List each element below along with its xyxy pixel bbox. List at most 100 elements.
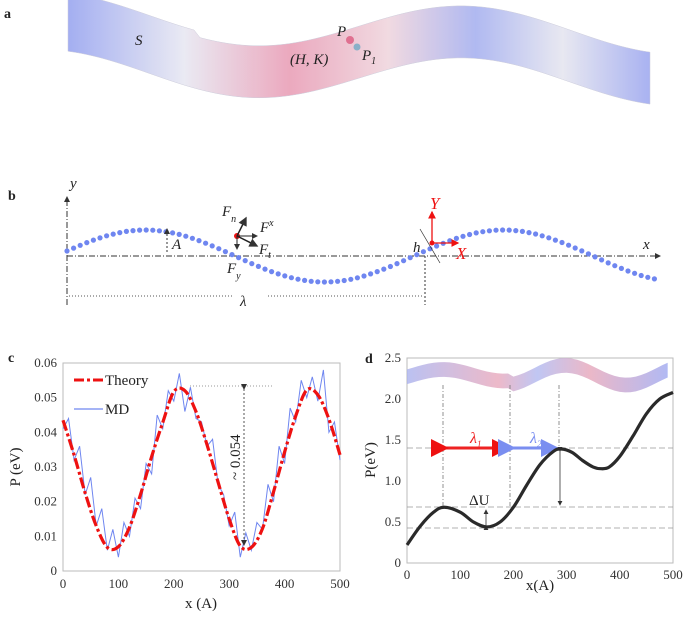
height-marker [419,228,441,264]
atom-dot [229,252,235,258]
x-tick-label: 400 [610,567,630,582]
panel-c: c ~ 0.054 Theory MD 0 100 200 300 400 500 0 0.0… [8,351,350,612]
y-tick-label: 0 [51,563,58,578]
atom-dot [427,246,433,252]
atom-dot [308,278,314,284]
x-tick-label: 200 [164,576,184,591]
x-tick-label: 0 [404,567,411,582]
x-tick-label: 400 [275,576,295,591]
atom-dot [341,277,347,284]
atom-dot [117,230,123,236]
amplitude-label: A [171,237,182,253]
atom-dot [222,249,228,255]
atom-dot [183,233,189,239]
atom-dot [262,266,268,272]
atom-dot [137,227,143,233]
atom-dot [460,233,466,239]
atom-dot [288,275,294,281]
x-tick-label: 500 [663,567,683,582]
atom-dot [143,227,149,233]
point-p1-marker [353,43,361,51]
point-p1-label: P1 [361,48,376,67]
y-axis-title-c: P (eV) [8,447,24,486]
atom-dot [480,229,486,235]
atom-dot [447,238,453,244]
fx-label: Fx [259,218,274,236]
atom-dot [526,230,532,236]
atom-dot [196,238,202,244]
atom-dot [453,235,459,241]
graphene-sheet [67,0,651,105]
atom-dot [394,261,400,267]
y-axis-label: y [68,176,77,192]
atom-dot [566,242,572,248]
x-tick-label: 300 [219,576,239,591]
atom-dot [282,273,288,279]
atom-dot [361,273,367,279]
atom-dot [592,254,598,260]
atom-dot [216,246,222,252]
atom-dot [242,258,248,264]
atom-dot [84,240,90,246]
atom-dot [506,227,512,233]
guide-lines-horizontal [407,447,673,529]
atom-dot [559,239,565,246]
atom-dot [651,276,658,282]
panel-label-a: a [4,7,11,22]
atom-dot [599,257,605,263]
panel-label-b: b [8,189,16,204]
atom-dot [513,228,519,234]
md-series [62,369,341,558]
y-tick-label: 0.5 [385,514,401,529]
x-tick-label: 200 [504,567,524,582]
atom-dot [546,235,552,241]
atom-dot [374,269,380,275]
atom-chain [64,227,658,285]
atom-dot [500,227,506,233]
atom-dot [123,228,129,234]
atom-dot [434,243,440,249]
y-tick-label: 2.0 [385,391,401,406]
atom-dot [130,228,136,234]
y-tick-label: 1.0 [385,473,401,488]
atom-dot [473,230,479,236]
atom-dot [302,277,308,283]
atom-dot [354,275,360,281]
atom-dot [467,231,473,238]
atom-dot [209,243,215,249]
atom-dot [321,279,327,285]
atom-dot [552,237,559,243]
legend-md-label: MD [105,402,129,418]
theory-series [61,386,342,552]
x-tick-label: 500 [330,576,350,591]
atom-dot [381,266,387,272]
axis-ticks-d: 0 100 200 300 400 500 0 0.5 1.0 1.5 2.0 2.5 [385,350,683,582]
atom-dot [328,279,334,285]
panel-d: d λ1 λ2 ΔU 0 100 200 300 400 500 0 0.5 1.0 1.5 2.0… [363,350,683,594]
atom-dot [90,237,96,243]
axis-ticks-c: 0 100 200 300 400 500 0 0.01 0.02 0.03 0.04 0.05 0.0… [34,355,350,591]
graphene-sheet-inset [407,358,668,393]
wavelength-label: λ [239,294,247,310]
height-label: h [413,240,421,256]
y-tick-label: 1.5 [385,432,401,447]
atom-dot [348,276,354,282]
legend-theory-label: Theory [105,373,149,389]
atom-dot [407,255,413,261]
atom-dot [295,276,301,282]
atom-dot [176,231,182,237]
atom-dot [236,255,242,261]
theory-line [61,386,342,552]
plot-frame-d [406,357,674,564]
atom-dot [249,261,255,267]
atom-dot [368,271,374,277]
panel-label-c: c [8,351,14,366]
atom-dot [605,260,611,266]
atom-dot [493,227,499,233]
delta-u-label: ΔU [469,493,490,509]
atom-dot [269,269,275,275]
x-axis-title-c: x (A) [185,596,217,612]
atom-dot [539,233,545,239]
atom-dot [163,229,169,235]
y-tick-label: 0.04 [34,424,57,439]
